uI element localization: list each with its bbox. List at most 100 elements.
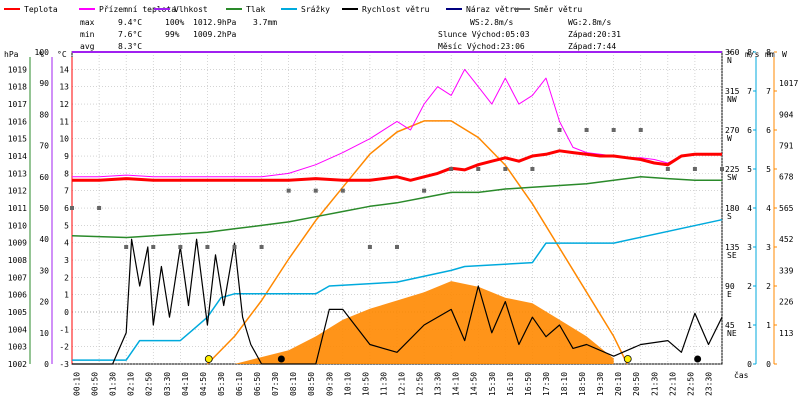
tick-pct: 60: [39, 173, 49, 182]
tick-dir: SW: [727, 173, 737, 182]
tick-mm: 7: [766, 87, 771, 96]
tick-time: 08:10: [289, 372, 298, 396]
tick-ms: 1: [747, 321, 752, 330]
tick-hpa: 1007: [8, 273, 27, 282]
tick-time: 19:30: [596, 372, 605, 396]
tick-ms: 4: [747, 204, 752, 213]
tick-time: 04:10: [181, 372, 190, 396]
moonset-marker: [277, 355, 285, 363]
tick-wm2: 339: [779, 266, 794, 275]
tick-c: 3: [64, 256, 69, 265]
tick-mm: 0: [766, 360, 771, 369]
tick-hpa: 1011: [8, 204, 27, 213]
tick-time: 00:10: [73, 372, 82, 396]
tick-time: 04:50: [199, 372, 208, 396]
tick-hpa: 1006: [8, 291, 27, 300]
tick-hpa: 1009: [8, 239, 27, 248]
series-precip: [72, 218, 723, 361]
tick-mm: 1: [766, 321, 771, 330]
legend-label: Přízemní teplota: [99, 5, 176, 14]
info-sun-set: Západ:20:31: [568, 30, 621, 39]
tick-c: 7: [64, 187, 69, 196]
tick-time: 05:30: [217, 372, 226, 396]
axis-label-pct: %: [39, 50, 44, 59]
info-moon: Měsíc Východ:23:06: [438, 42, 525, 51]
tick-c: 8: [64, 169, 69, 178]
tick-time: 14:10: [452, 372, 461, 396]
tick-time: 13:30: [434, 372, 443, 396]
series-feels-like: [72, 68, 722, 178]
wind-dir-point: [205, 244, 210, 249]
tick-deg: 360: [725, 48, 740, 57]
tick-c: -2: [59, 343, 69, 352]
axis-label-time: čas: [734, 370, 749, 380]
tick-time: 06:10: [235, 372, 244, 396]
tick-hpa: 1016: [8, 117, 27, 126]
tick-wm2: 226: [779, 298, 794, 307]
stats-max-label: max: [80, 18, 95, 27]
tick-pct: 70: [39, 142, 49, 151]
stats-max-pressure: 1012.9hPa: [193, 18, 237, 27]
tick-c: 13: [59, 83, 69, 92]
tick-hpa: 1019: [8, 65, 27, 74]
tick-ms: 6: [747, 126, 752, 135]
tick-time: 12:50: [416, 372, 425, 396]
series-temperature: [72, 149, 722, 182]
tick-wm2: 113: [779, 329, 794, 338]
wind-dir-point: [313, 188, 318, 193]
tick-c: 2: [64, 273, 69, 282]
info-ws: WS:2.8m/s: [470, 18, 514, 27]
tick-pct: 10: [39, 329, 49, 338]
tick-dir: N: [727, 56, 732, 65]
tick-dir: E: [727, 290, 732, 299]
tick-deg: 225: [725, 165, 740, 174]
tick-time: 22:10: [668, 372, 677, 396]
tick-time: 02:50: [145, 372, 154, 396]
tick-hpa: 1004: [8, 325, 27, 334]
wind-dir-point: [638, 127, 643, 132]
tick-mm: 8: [766, 48, 771, 57]
tick-time: 22:50: [686, 372, 695, 396]
tick-deg: 270: [725, 126, 740, 135]
sunrise-marker: [204, 355, 213, 363]
tick-ms: 7: [747, 87, 752, 96]
tick-wm2: 565: [779, 204, 794, 213]
tick-c: 12: [59, 100, 69, 109]
tick-hpa: 1003: [8, 343, 27, 352]
stats-min-label: min: [80, 30, 95, 39]
tick-time: 03:30: [163, 372, 172, 396]
tick-time: 07:30: [271, 372, 280, 396]
tick-time: 17:30: [542, 372, 551, 396]
wind-dir-point: [70, 205, 74, 210]
axis-label-hpa: hPa: [4, 50, 19, 59]
tick-pct: 0: [44, 360, 49, 369]
wind-dir-point: [286, 188, 291, 193]
tick-c: 4: [64, 239, 69, 248]
tick-mm: 5: [766, 165, 771, 174]
tick-time: 09:30: [325, 372, 334, 396]
tick-time: 02:10: [127, 372, 136, 396]
tick-time: 16:50: [524, 372, 533, 396]
legend-label: Vlhkost: [174, 5, 208, 14]
tick-pct: 100: [35, 48, 50, 57]
tick-c: 5: [64, 221, 69, 230]
wind-dir-point: [449, 166, 454, 171]
tick-c: 0: [64, 308, 69, 317]
tick-time: 11:30: [379, 372, 388, 396]
tick-time: 20:10: [614, 372, 623, 396]
tick-wm2: 452: [779, 235, 794, 244]
wind-dir-point: [232, 244, 237, 249]
tick-ms: 5: [747, 165, 752, 174]
tick-time: 15:30: [488, 372, 497, 396]
tick-hpa: 1002: [8, 360, 27, 369]
tick-ms: 8: [747, 48, 752, 57]
tick-time: 10:10: [343, 372, 352, 396]
wind-dir-point: [124, 244, 129, 249]
wind-dir-point: [530, 166, 535, 171]
tick-hpa: 1005: [8, 308, 27, 317]
stats-min-temp: 7.6°C: [118, 30, 142, 39]
tick-time: 10:50: [361, 372, 370, 396]
tick-hpa: 1013: [8, 169, 27, 178]
sunset-marker: [623, 355, 632, 363]
wind-dir-point: [259, 244, 264, 249]
